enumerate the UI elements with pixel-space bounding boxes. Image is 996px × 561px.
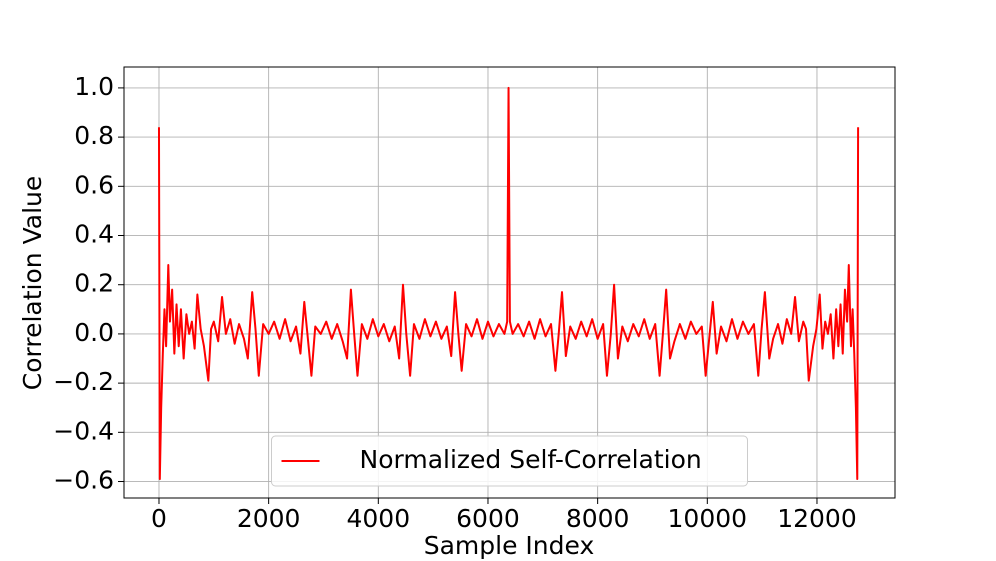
x-tick-label: 8000 [566, 504, 630, 533]
legend-label: Normalized Self-Correlation [360, 445, 702, 474]
y-tick-label: −0.6 [53, 466, 114, 495]
legend-box [271, 435, 748, 487]
y-tick-label: 1.0 [74, 72, 114, 101]
y-tick-label: 0.6 [74, 170, 114, 199]
x-tick-label: 6000 [456, 504, 520, 533]
data-line [157, 86, 860, 481]
plot-frame [123, 66, 896, 499]
y-tick-label: 0.2 [74, 269, 114, 298]
x-tick-label: 10000 [668, 504, 748, 533]
x-tick-label: 0 [151, 504, 167, 533]
y-tick-label: 0.8 [74, 121, 114, 150]
x-axis-label: Sample Index [424, 531, 595, 560]
y-tick-label: 0.0 [74, 318, 114, 347]
y-tick-label: 0.4 [74, 220, 114, 249]
x-tick-label: 2000 [237, 504, 301, 533]
y-tick-label: −0.4 [53, 416, 114, 445]
y-tick-label: −0.2 [53, 367, 114, 396]
x-tick-label: 4000 [347, 504, 411, 533]
x-tick-label: 12000 [777, 504, 857, 533]
y-axis-label: Correlation Value [18, 176, 47, 390]
